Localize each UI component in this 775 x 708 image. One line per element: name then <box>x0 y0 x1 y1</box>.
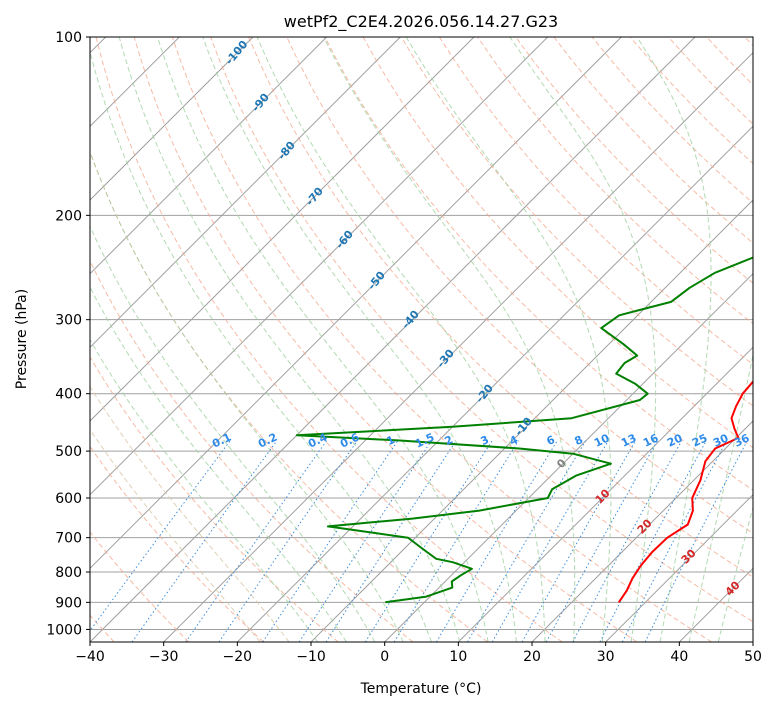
mixing-ratio-label: 16 <box>641 431 661 449</box>
y-tick-label: 1000 <box>46 622 82 638</box>
moist-adiabat-line <box>509 37 657 642</box>
moist-adiabat-line <box>202 37 517 642</box>
moist-adiabat-line <box>90 150 404 642</box>
axes: −40 −30 −20 −10 0 10 20 30 40 50 100 200 300 400 500 60… <box>46 30 762 665</box>
mixing-ratio-line <box>364 440 493 642</box>
dry-adiabat-line <box>133 37 638 642</box>
x-tick-label: 20 <box>523 649 541 665</box>
x-tick-label: −30 <box>149 649 179 665</box>
mixing-ratio-line <box>393 440 520 642</box>
x-tick-label: 30 <box>597 649 615 665</box>
mixing-ratio-line <box>131 440 278 642</box>
mixing-ratio-line <box>521 440 637 642</box>
isotherm-line <box>90 37 622 570</box>
moist-adiabat-line <box>90 225 376 642</box>
x-tick-label: −40 <box>75 649 105 665</box>
mixing-ratio-label: 36 <box>732 431 752 449</box>
mixing-ratio-line <box>298 440 432 642</box>
profile-lines <box>295 256 753 604</box>
dry-adiabat-line <box>400 37 753 407</box>
moist-adiabat-line <box>90 338 319 642</box>
background-lines <box>90 37 753 642</box>
mixing-ratio-line <box>325 440 457 642</box>
x-tick-label: −20 <box>223 649 253 665</box>
isotherm-line <box>90 37 696 642</box>
y-tick-label: 300 <box>55 313 82 329</box>
mixing-ratio-line <box>262 440 399 642</box>
moist-adiabat-line <box>717 505 753 642</box>
isotherm-line <box>90 37 475 422</box>
mixing-ratio-line <box>491 440 609 642</box>
temperature-profile-line <box>617 380 753 603</box>
dewpoint-profile-line <box>295 256 753 604</box>
plot-frame <box>89 36 754 643</box>
isotherm-line <box>384 272 753 642</box>
y-tick-label: 600 <box>55 491 82 507</box>
dry-adiabat-line <box>90 445 264 642</box>
dry-adiabat-line <box>438 37 753 366</box>
chart-title: wetPf2_C2E4.2026.056.14.27.G23 <box>284 12 558 32</box>
x-tick-label: 10 <box>449 649 467 665</box>
moist-adiabat-line <box>256 37 546 642</box>
moist-adiabat-line <box>90 428 261 642</box>
dry-adiabat-line <box>515 37 753 284</box>
moist-adiabat-line <box>323 37 576 642</box>
y-tick-label: 200 <box>55 208 82 224</box>
mixing-ratio-label: 20 <box>665 431 685 449</box>
moist-adiabat-line <box>90 385 290 642</box>
y-tick-label: 800 <box>55 565 82 581</box>
mixing-ratio-line <box>467 440 587 642</box>
mixing-ratio-label: 30 <box>711 431 731 449</box>
y-axis-label: Pressure (hPa) <box>14 289 30 389</box>
dry-adiabat-line <box>171 37 712 642</box>
mixing-ratio-line <box>90 440 231 632</box>
mixing-ratio-label: 13 <box>619 431 638 449</box>
moist-adiabat-line <box>90 49 432 642</box>
y-tick-label: 700 <box>55 531 82 547</box>
moist-adiabat-line <box>636 37 712 642</box>
mixing-ratio-line <box>572 440 683 642</box>
x-tick-label: 0 <box>380 649 389 665</box>
mixing-ratio-line <box>435 440 558 642</box>
moist-adiabat-line <box>90 286 347 642</box>
y-tick-label: 900 <box>55 595 82 611</box>
isotherm-line <box>90 37 549 496</box>
x-axis-label: Temperature (°C) <box>360 681 482 697</box>
moist-adiabat-line <box>157 37 489 642</box>
mixing-ratio-line <box>545 440 659 642</box>
y-tick-label: 100 <box>55 30 82 46</box>
y-tick-label: 500 <box>55 444 82 460</box>
mixing-ratio-label: 25 <box>690 431 709 449</box>
dry-adiabat-line <box>90 356 339 642</box>
isotherm-line <box>90 37 328 275</box>
dry-adiabat-line <box>90 531 190 642</box>
moist-adiabat-line <box>405 37 612 642</box>
mixing-ratio-line <box>644 440 748 642</box>
isotherm-line <box>163 51 753 642</box>
isotherm-line <box>236 125 753 642</box>
dry-adiabat-line <box>210 37 753 623</box>
isotherm-line <box>90 37 401 349</box>
mixing-ratio-line <box>185 440 328 642</box>
x-tick-label: 40 <box>670 649 688 665</box>
isotherm-line <box>605 493 753 642</box>
x-tick-label: −10 <box>296 649 326 665</box>
isotherm-line <box>457 346 753 642</box>
dry-adiabat-line <box>95 37 563 642</box>
moist-adiabat-line <box>118 37 461 642</box>
isotherm-line <box>531 420 753 642</box>
dry-adiabat-line <box>90 259 414 642</box>
mixing-ratio-label: 10 <box>592 431 612 449</box>
x-tick-label: 50 <box>744 649 762 665</box>
isotherm-line <box>90 37 254 201</box>
dry-adiabat-line <box>324 37 753 491</box>
dry-adiabat-line <box>248 37 753 578</box>
moist-adiabat-line <box>688 352 753 642</box>
y-tick-label: 400 <box>55 387 82 403</box>
